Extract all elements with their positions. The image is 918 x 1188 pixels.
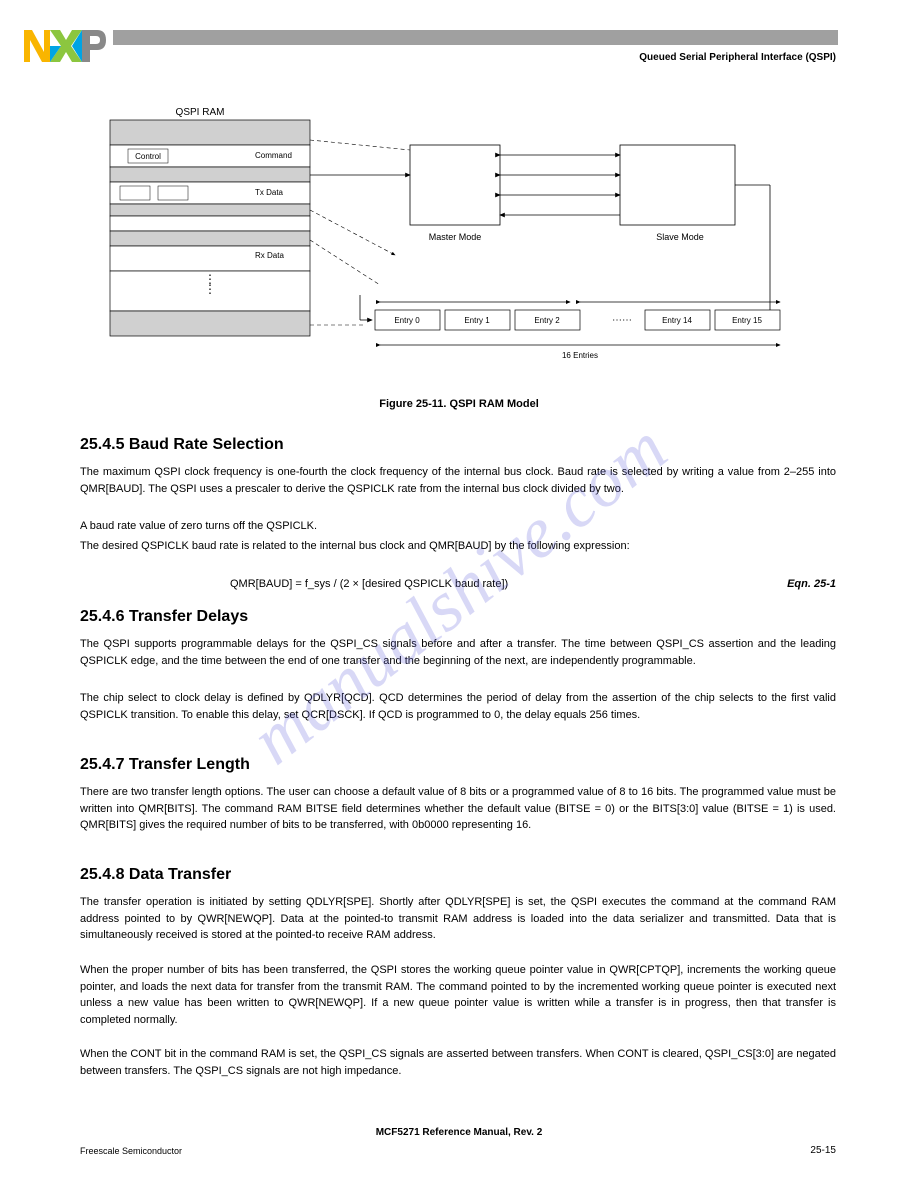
qspi-ram-diagram: QSPI RAM Control ⋮ ⋮ Command Tx Data Rx … xyxy=(80,95,838,385)
footer-company: Freescale Semiconductor xyxy=(80,1146,182,1156)
nxp-logo-svg xyxy=(22,24,106,64)
equation-num: Eqn. 25-1 xyxy=(787,576,836,593)
nxp-logo xyxy=(22,24,106,64)
svg-text:⋯⋯: ⋯⋯ xyxy=(612,315,632,326)
header-divider-bar xyxy=(113,30,838,45)
svg-text:16 Entries: 16 Entries xyxy=(562,351,598,360)
svg-text:Entry 2: Entry 2 xyxy=(534,316,560,325)
figure-caption: Figure 25-11. QSPI RAM Model xyxy=(0,398,918,410)
para-25-4-5-3: The desired QSPICLK baud rate is related… xyxy=(80,538,836,555)
para-25-4-5-2: A baud rate value of zero turns off the … xyxy=(80,518,836,535)
heading-25-4-7: 25.4.7 Transfer Length xyxy=(80,756,250,774)
equation-25-1: QMR[BAUD] = f_sys / (2 × [desired QSPICL… xyxy=(230,576,508,593)
para-25-4-6-1: The QSPI supports programmable delays fo… xyxy=(80,636,836,669)
heading-25-4-8: 25.4.8 Data Transfer xyxy=(80,866,231,884)
svg-text:Tx Data: Tx Data xyxy=(255,188,284,197)
svg-text:Entry 14: Entry 14 xyxy=(662,316,692,325)
footer-page-num: 25-15 xyxy=(810,1145,836,1156)
footer-doc-title: MCF5271 Reference Manual, Rev. 2 xyxy=(0,1127,918,1138)
heading-25-4-6: 25.4.6 Transfer Delays xyxy=(80,608,248,626)
svg-text:Control: Control xyxy=(135,152,161,161)
svg-text:Rx Data: Rx Data xyxy=(255,251,284,260)
figure-area: QSPI RAM Control ⋮ ⋮ Command Tx Data Rx … xyxy=(80,95,838,395)
svg-text:Command: Command xyxy=(255,151,292,160)
para-25-4-8-1: The transfer operation is initiated by s… xyxy=(80,894,836,944)
svg-text:Master Mode: Master Mode xyxy=(429,232,482,242)
para-25-4-6-2: The chip select to clock delay is define… xyxy=(80,690,836,723)
para-25-4-8-2: When the proper number of bits has been … xyxy=(80,962,836,1028)
para-25-4-7-1: There are two transfer length options. T… xyxy=(80,784,836,834)
svg-text:Slave Mode: Slave Mode xyxy=(656,232,704,242)
svg-text:⋮: ⋮ xyxy=(204,282,216,296)
svg-text:Entry 0: Entry 0 xyxy=(394,316,420,325)
svg-text:Entry 15: Entry 15 xyxy=(732,316,762,325)
chapter-label: Queued Serial Peripheral Interface (QSPI… xyxy=(639,52,836,63)
para-25-4-8-3: When the CONT bit in the command RAM is … xyxy=(80,1046,836,1079)
para-25-4-5-1: The maximum QSPI clock frequency is one-… xyxy=(80,464,836,497)
diag-ram-title: QSPI RAM xyxy=(176,107,225,118)
watermark: manualshive.com xyxy=(236,407,683,781)
svg-text:Entry 1: Entry 1 xyxy=(464,316,490,325)
heading-25-4-5: 25.4.5 Baud Rate Selection xyxy=(80,436,284,454)
